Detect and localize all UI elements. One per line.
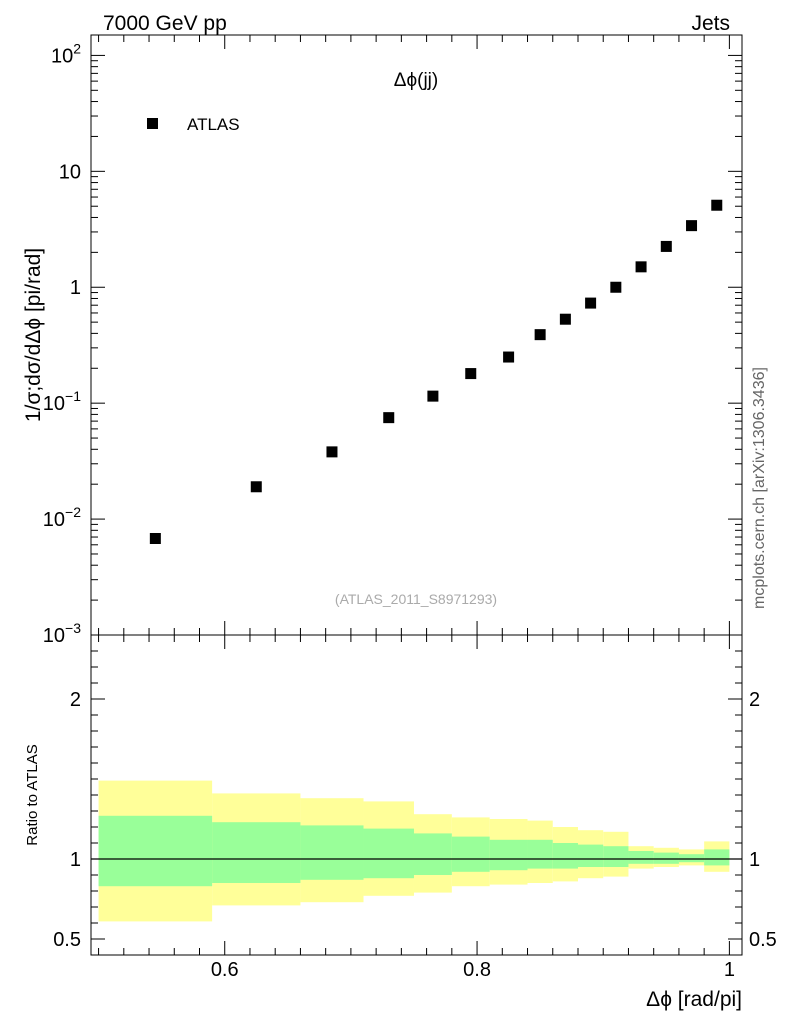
- data-point: [326, 446, 338, 458]
- inner-band: [98, 815, 213, 887]
- data-point: [534, 329, 546, 341]
- inner-band: [628, 851, 654, 864]
- inner-band: [300, 825, 364, 880]
- main-y-tick-label: 102: [51, 40, 81, 67]
- ratio-panel: 0.5 0.5 1 1 2 2 0.6 0.8 1 Ratio to ATLAS Δϕ [rad…: [24, 634, 777, 1011]
- data-point: [635, 261, 647, 273]
- header-process-label: Jets: [691, 12, 730, 35]
- inner-band: [413, 833, 452, 875]
- data-point: [711, 199, 723, 211]
- data-point: [250, 481, 262, 493]
- inner-band: [678, 854, 705, 863]
- inner-band: [653, 852, 679, 864]
- main-y-tick-label: 10−1: [43, 388, 81, 415]
- ratio-y-tick-label-right: 0.5: [749, 929, 777, 951]
- ratio-y-tick-label-left: 0.5: [53, 929, 81, 951]
- ratio-y-tick-label-right: 2: [749, 689, 760, 711]
- data-point: [559, 313, 571, 325]
- ratio-axis-ticks: [91, 635, 742, 955]
- ratio-y-axis-label: Ratio to ATLAS: [24, 744, 41, 845]
- x-tick-label: 0.8: [463, 959, 491, 981]
- data-point: [585, 297, 597, 309]
- inner-band: [577, 844, 604, 867]
- inner-band: [451, 836, 490, 872]
- header-energy-label: 7000 GeV pp: [103, 12, 227, 35]
- ratio-y-tick-label-right: 1: [749, 849, 760, 871]
- main-y-axis-label: 1/σ;dσ/dΔϕ [pi/rad]: [22, 248, 45, 422]
- data-markers: [149, 199, 723, 544]
- data-point: [149, 532, 161, 544]
- main-panel: 102 10 1 10−1 10−2 10−3 Δϕ(jj) ATLAS (ATLAS_2…: [22, 34, 743, 647]
- main-axis-ticks: [91, 35, 742, 636]
- x-tick-label: 1: [724, 959, 735, 981]
- data-point: [465, 368, 477, 380]
- inner-band: [527, 839, 553, 869]
- side-source-label: mcplots.cern.ch [arXiv:1306.3436]: [751, 367, 768, 609]
- main-y-tick-label: 1: [70, 277, 81, 299]
- inner-band: [212, 822, 301, 883]
- main-y-tick-label: 10−2: [43, 504, 81, 531]
- legend-marker: [147, 118, 158, 129]
- inner-band: [603, 846, 629, 867]
- data-point: [610, 281, 622, 293]
- ratio-y-tick-label-left: 2: [70, 689, 81, 711]
- analysis-watermark: (ATLAS_2011_S8971293): [335, 591, 497, 607]
- main-y-tick-label: 10: [59, 161, 81, 183]
- main-y-tick-label: 10−3: [43, 620, 81, 647]
- data-point: [427, 390, 439, 402]
- data-point: [503, 351, 515, 363]
- x-tick-label: 0.6: [211, 959, 239, 981]
- inner-band: [489, 839, 528, 871]
- plot-title: Δϕ(jj): [394, 70, 438, 91]
- main-y-tick-labels: 102 10 1 10−1 10−2 10−3: [43, 40, 81, 647]
- ratio-y-tick-label-left: 1: [70, 849, 81, 871]
- data-point: [660, 240, 672, 252]
- data-point: [383, 412, 395, 424]
- legend-label: ATLAS: [187, 115, 240, 134]
- data-point: [686, 220, 698, 232]
- inner-band: [704, 849, 730, 866]
- x-axis-label: Δϕ [rad/pi]: [646, 988, 742, 1011]
- inner-band: [552, 843, 578, 869]
- uncertainty-bands: [98, 780, 730, 922]
- inner-band: [363, 828, 414, 879]
- ratio-tick-labels: 0.5 0.5 1 1 2 2 0.6 0.8 1: [53, 689, 777, 981]
